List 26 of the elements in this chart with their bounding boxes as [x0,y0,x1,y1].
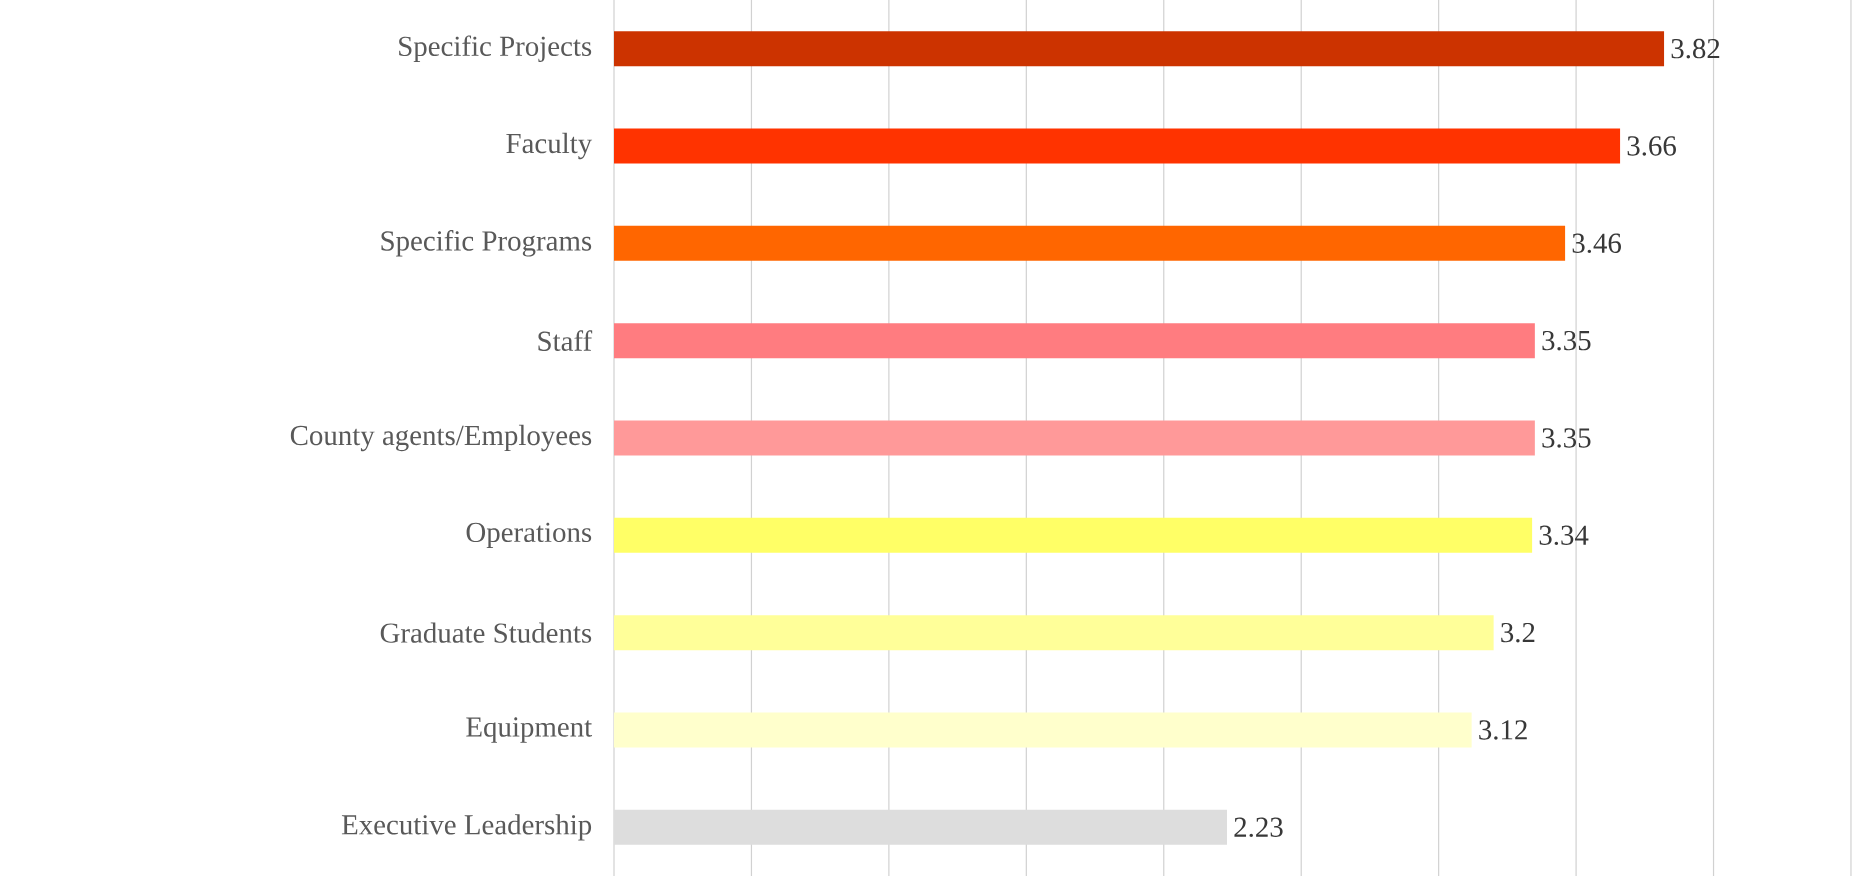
bar [614,128,1621,164]
data-label: 3.12 [1479,720,1527,740]
data-label: 2.23 [1234,817,1283,838]
y-tick-label: Operations [466,522,592,548]
y-tick-label: Graduate Students [380,622,592,643]
data-label: 3.46 [1572,233,1621,254]
y-tick-label: Specific Projects [399,35,592,62]
data-label: 3.2 [1501,622,1535,643]
bar [614,323,1535,359]
y-tick-label: County agents/Employees [290,424,592,452]
data-label: 3.35 [1542,330,1591,351]
data-label: 3.66 [1627,136,1676,156]
bar [614,712,1472,748]
y-tick-label: Faculty [506,132,593,160]
y-tick-label: Equipment [466,717,593,743]
data-label: 3.82 [1671,38,1720,59]
data-label: 3.34 [1539,525,1589,546]
bar [614,615,1494,651]
data-label: 3.35 [1542,428,1591,448]
y-tick-label: Specific Programs [381,230,592,257]
y-tick-label: Executive Leadership [341,814,592,841]
y-tick-label: Staff [538,330,593,351]
bar [614,420,1535,456]
bar [614,517,1533,553]
bar [614,31,1665,67]
bar [614,225,1566,261]
